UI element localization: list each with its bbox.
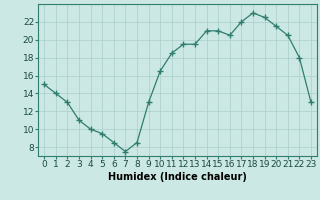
X-axis label: Humidex (Indice chaleur): Humidex (Indice chaleur) [108, 172, 247, 182]
